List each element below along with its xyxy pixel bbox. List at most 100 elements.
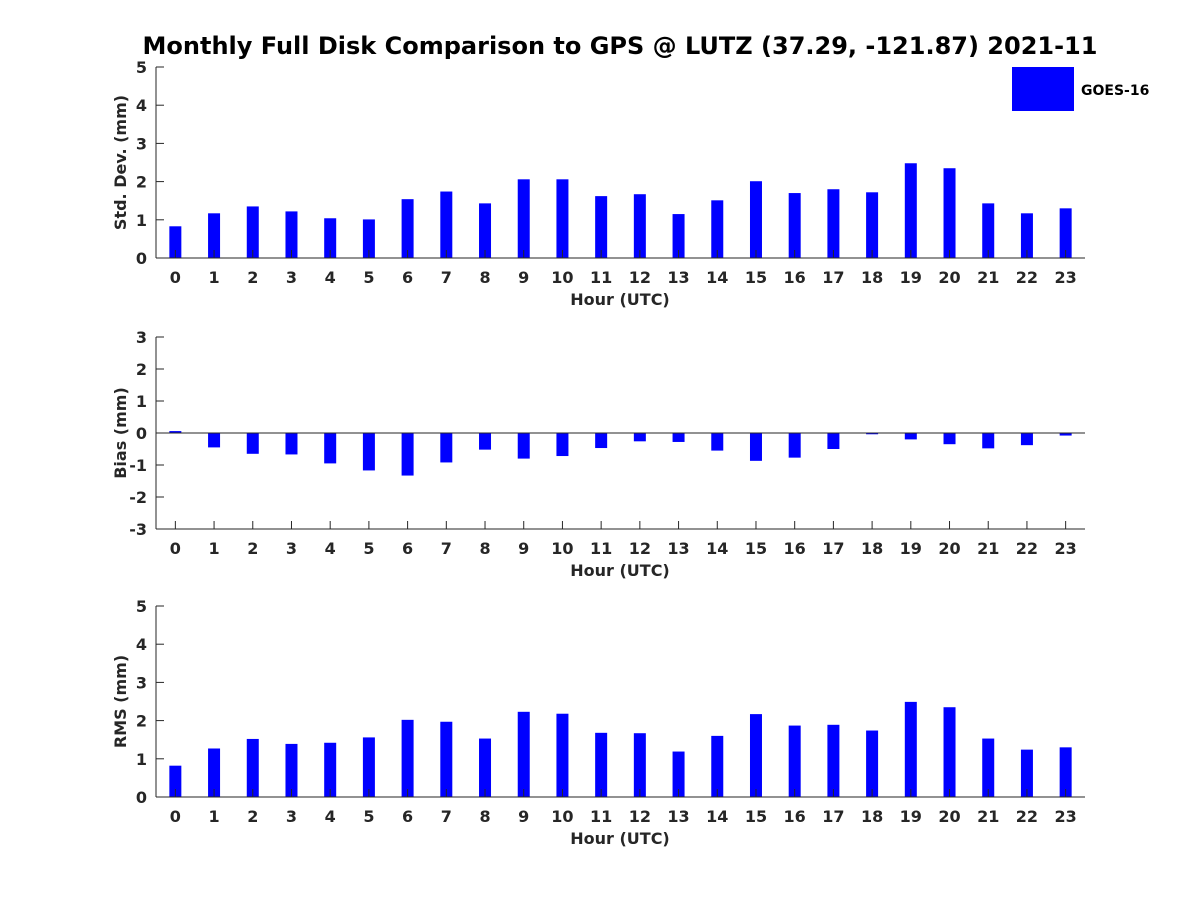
bias-bar-hour-5 [362, 433, 375, 471]
std-dev-bar-hour-7 [440, 191, 453, 258]
rms-bar-hour-21 [982, 738, 995, 797]
bias-bar-hour-15 [749, 433, 762, 461]
rms-xtick-label: 7 [441, 807, 452, 826]
std-dev-bar-hour-2 [246, 206, 259, 258]
std-dev-ytick-label: 1 [136, 211, 147, 230]
std-dev-bar-hour-19 [904, 163, 917, 258]
rms-bar-hour-18 [866, 730, 879, 797]
std-dev-xtick-label: 20 [938, 268, 960, 287]
bias-xtick-label: 9 [518, 539, 529, 558]
std-dev-ytick-label: 3 [136, 134, 147, 153]
std-dev-xtick-label: 9 [518, 268, 529, 287]
rms-bar-hour-6 [401, 719, 414, 797]
bias-x-axis-label: Hour (UTC) [570, 561, 670, 580]
bias-xtick-label: 18 [861, 539, 883, 558]
bias-ytick-label: -2 [129, 488, 147, 507]
std-dev-xtick-label: 1 [208, 268, 219, 287]
std-dev-xtick-label: 17 [822, 268, 844, 287]
rms-xtick-label: 8 [479, 807, 490, 826]
rms-xtick-label: 3 [286, 807, 297, 826]
std-dev-ytick-label: 0 [136, 249, 147, 268]
rms-bar-hour-12 [633, 733, 646, 797]
std-dev-xtick-label: 10 [551, 268, 573, 287]
std-dev-xtick-label: 12 [629, 268, 651, 287]
rms-bar-hour-8 [479, 738, 492, 797]
rms-bar-hour-22 [1020, 749, 1033, 797]
bias-xtick-label: 3 [286, 539, 297, 558]
bias-xtick-label: 4 [325, 539, 336, 558]
rms-ytick-label: 3 [136, 673, 147, 692]
bias-xtick-label: 6 [402, 539, 413, 558]
bias-ytick-label: -3 [129, 520, 147, 539]
bias-xtick-label: 21 [977, 539, 999, 558]
std-dev-bar-hour-5 [362, 219, 375, 258]
bias-xtick-label: 11 [590, 539, 612, 558]
std-dev-bar-hour-10 [556, 179, 569, 258]
bias-bar-hour-17 [827, 433, 840, 449]
rms-bar-hour-13 [672, 751, 685, 797]
bias-bar-hour-11 [595, 433, 608, 449]
bias-y-axis-label: Bias (mm) [111, 387, 130, 479]
rms-ytick-label: 5 [136, 597, 147, 616]
rms-ytick-label: 2 [136, 712, 147, 731]
rms-xtick-label: 13 [667, 807, 689, 826]
bias-xtick-label: 23 [1055, 539, 1077, 558]
rms-bar-hour-10 [556, 713, 569, 797]
std-dev-bar-hour-16 [788, 193, 801, 258]
std-dev-bar-hour-18 [866, 192, 879, 258]
bias-xtick-label: 20 [938, 539, 960, 558]
rms-x-axis-label: Hour (UTC) [570, 829, 670, 848]
rms-bar-hour-5 [362, 737, 375, 797]
std-dev-bar-hour-14 [711, 200, 724, 258]
std-dev-bar-hour-8 [479, 203, 492, 258]
rms-bar-hour-1 [208, 748, 221, 797]
rms-xtick-label: 9 [518, 807, 529, 826]
bias-bar-hour-13 [672, 433, 685, 442]
rms-xtick-label: 22 [1016, 807, 1038, 826]
legend-swatch-goes-16 [1012, 67, 1074, 111]
bias-ytick-label: 2 [136, 360, 147, 379]
std-dev-bar-hour-9 [517, 179, 530, 258]
std-dev-xtick-label: 6 [402, 268, 413, 287]
bias-xtick-label: 2 [247, 539, 258, 558]
bias-xtick-label: 22 [1016, 539, 1038, 558]
bias-ytick-label: -1 [129, 456, 147, 475]
rms-xtick-label: 12 [629, 807, 651, 826]
std-dev-bar-hour-22 [1020, 213, 1033, 258]
std-dev-bar-hour-13 [672, 214, 685, 258]
bias-bar-hour-14 [711, 433, 724, 451]
bias-bar-hour-1 [208, 433, 221, 448]
rms-bar-hour-2 [246, 738, 259, 797]
rms-y-axis-label: RMS (mm) [111, 655, 130, 748]
rms-bar-hour-4 [324, 742, 337, 797]
std-dev-bar-hour-21 [982, 203, 995, 258]
rms-xtick-label: 23 [1055, 807, 1077, 826]
bias-bar-hour-0 [169, 431, 182, 433]
bias-xtick-label: 10 [551, 539, 573, 558]
bias-bar-hour-9 [517, 433, 530, 459]
rms-xtick-label: 4 [325, 807, 336, 826]
std-dev-bar-hour-4 [324, 218, 337, 258]
rms-xtick-label: 14 [706, 807, 728, 826]
std-dev-xtick-label: 2 [247, 268, 258, 287]
rms-xtick-label: 10 [551, 807, 573, 826]
bias-xtick-label: 1 [208, 539, 219, 558]
bias-ytick-label: 0 [136, 424, 147, 443]
bias-bar-hour-6 [401, 433, 414, 476]
std-dev-xtick-label: 7 [441, 268, 452, 287]
bias-xtick-label: 14 [706, 539, 728, 558]
std-dev-xtick-label: 23 [1055, 268, 1077, 287]
rms-xtick-label: 16 [784, 807, 806, 826]
std-dev-xtick-label: 5 [363, 268, 374, 287]
rms-xtick-label: 20 [938, 807, 960, 826]
rms-bar-hour-23 [1059, 747, 1072, 797]
std-dev-bar-hour-23 [1059, 208, 1072, 258]
bias-bar-hour-12 [633, 433, 646, 442]
std-dev-xtick-label: 4 [325, 268, 336, 287]
bias-bar-hour-21 [982, 433, 995, 449]
std-dev-y-axis-label: Std. Dev. (mm) [111, 95, 130, 230]
rms-bar-hour-16 [788, 725, 801, 797]
